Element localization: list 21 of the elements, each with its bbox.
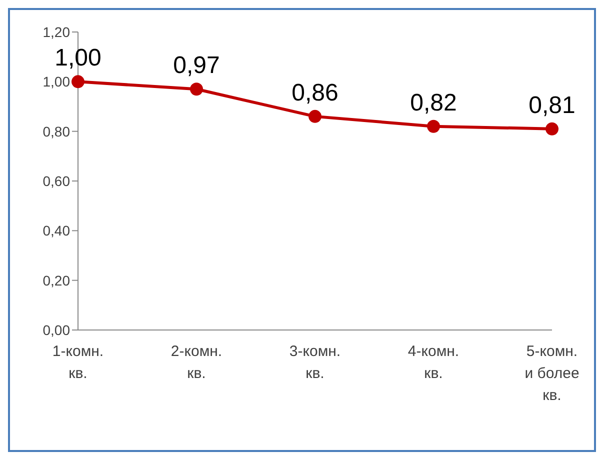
y-tick-label: 0,60 — [42, 172, 70, 189]
x-tick-label: 3-комн. кв. — [289, 343, 341, 382]
y-tick-label: 0,20 — [42, 272, 70, 288]
x-tick-label: 5-комн. и более кв. — [524, 343, 580, 404]
y-tick-label: 0,00 — [42, 322, 70, 338]
point — [72, 75, 84, 88]
x-tick-label: 4-комн. кв. — [408, 343, 460, 382]
x-tick-label: 2-комн. кв. — [170, 343, 222, 382]
y-tick-label: 0,40 — [42, 222, 70, 239]
x-tick-label: 1-комн. кв. — [52, 343, 104, 382]
data-label: 0,97 — [173, 52, 220, 80]
data-label: 0,81 — [528, 92, 576, 119]
y-tick-label: 0,80 — [42, 123, 70, 140]
point — [190, 82, 203, 96]
y-tick-label: 1,20 — [42, 24, 70, 40]
point — [308, 110, 322, 123]
y-tick-label: 1,00 — [42, 74, 70, 90]
point — [546, 122, 558, 136]
data-label: 0,86 — [292, 79, 338, 106]
point — [427, 120, 440, 133]
data-label: 0,82 — [410, 89, 457, 116]
